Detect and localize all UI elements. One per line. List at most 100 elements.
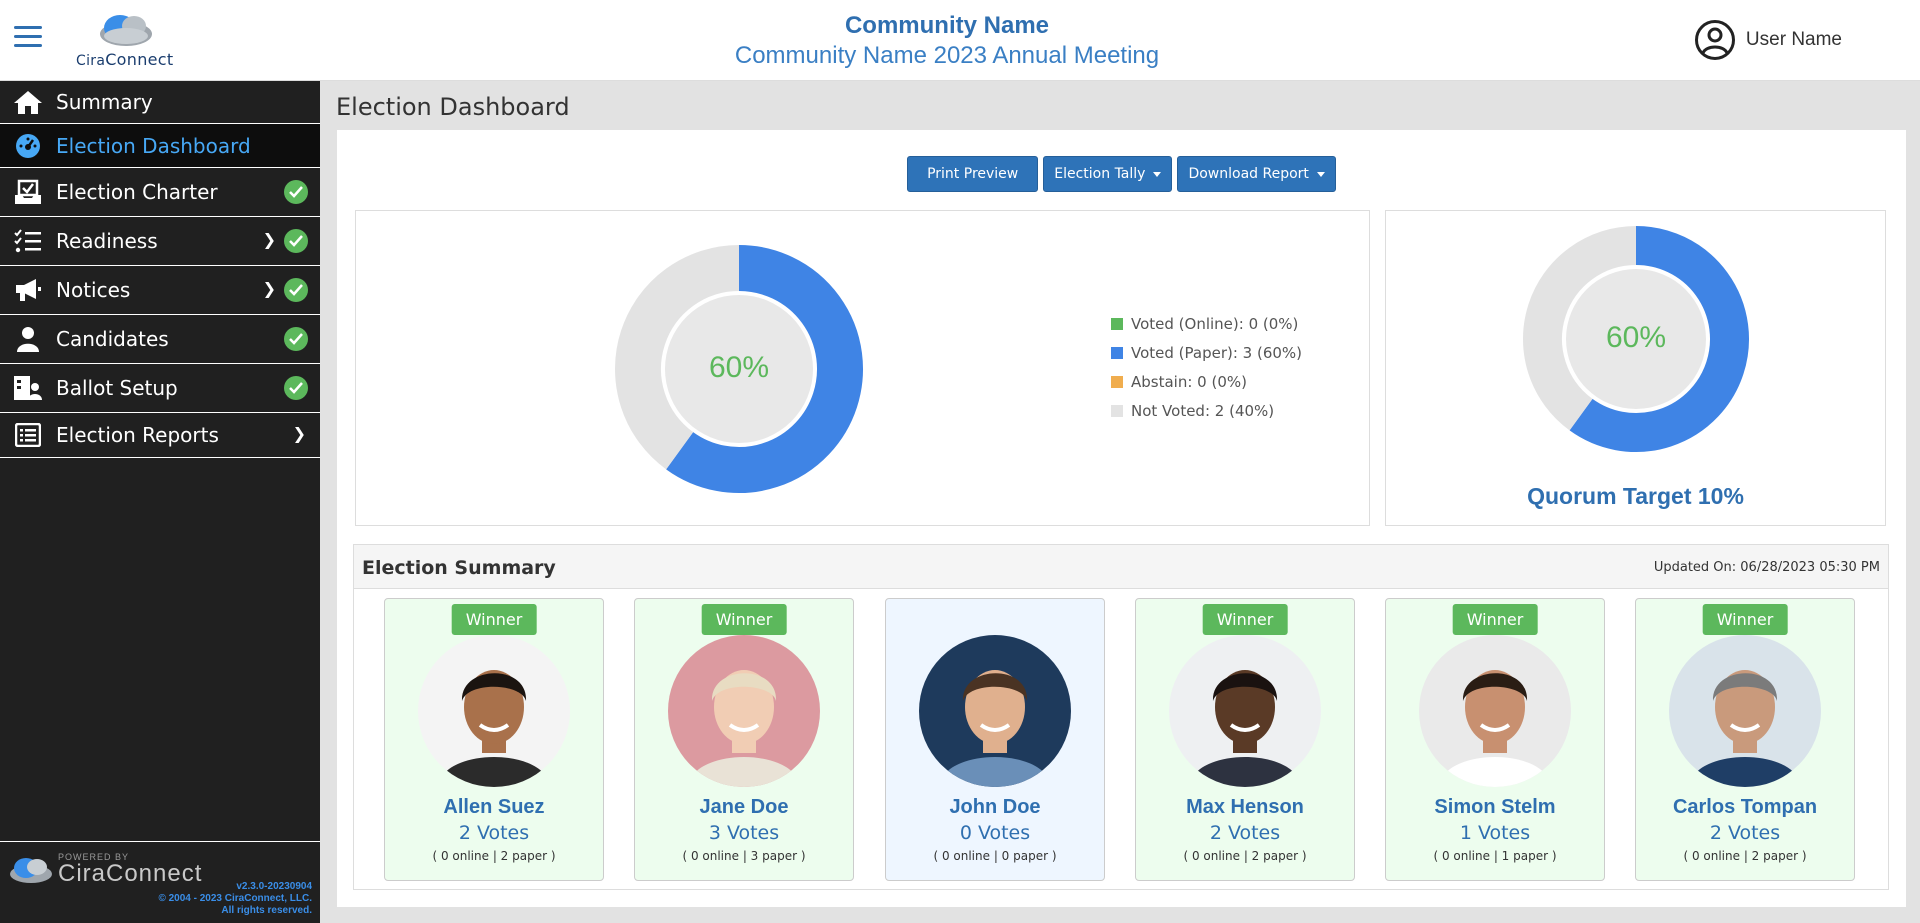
winner-badge: Winner (451, 604, 537, 635)
caret-down-icon (1153, 171, 1162, 177)
candidate-card[interactable]: Winner Allen Suez 2 Votes ( 0 online | 2 pa… (384, 598, 604, 881)
checklist-icon (0, 229, 56, 253)
footer-meta: v2.3.0-20230904 © 2004 - 2023 CiraConnec… (158, 881, 312, 917)
logo-text: CiraConnect (76, 50, 174, 69)
sidebar-item-ballot-setup[interactable]: Ballot Setup (0, 364, 320, 413)
election-tally-dropdown[interactable]: Election Tally (1043, 156, 1173, 192)
legend-swatch (1111, 317, 1123, 330)
community-name: Community Name (844, 12, 1050, 39)
election-summary-header: Election Summary Updated On: 06/28/2023 … (354, 545, 1888, 589)
check-circle-icon (284, 229, 308, 253)
updated-timestamp: Updated On: 06/28/2023 05:30 PM (1653, 560, 1880, 575)
candidate-votes: 2 Votes (1709, 822, 1781, 844)
download-report-dropdown[interactable]: Download Report (1177, 156, 1336, 192)
header-titles: Community Name Community Name 2023 Annua… (0, 12, 1894, 70)
check-circle-icon (284, 327, 308, 351)
candidate-name: Allen Suez (443, 796, 545, 818)
candidate-votes: 2 Votes (458, 822, 530, 844)
legend-label: Voted (Paper): 3 (60%) (1131, 343, 1303, 362)
user-menu[interactable]: User Name (1694, 19, 1842, 61)
candidate-name: Jane Doe (699, 796, 789, 818)
top-header: CiraConnect Community Name Community Nam… (0, 0, 1920, 81)
page-title: Election Dashboard (336, 93, 570, 121)
sidebar-item-candidates[interactable]: Candidates (0, 315, 320, 364)
candidate-votes: 3 Votes (708, 822, 780, 844)
chevron-right-icon: ❯ (262, 232, 276, 249)
winner-badge: Winner (1452, 604, 1538, 635)
legend-item: Not Voted: 2 (40%) (1111, 396, 1302, 425)
powered-by-label: POWERED BY (58, 852, 130, 862)
legend-swatch (1111, 404, 1123, 417)
legend-item: Abstain: 0 (0%) (1111, 367, 1302, 396)
legend-item: Voted (Online): 0 (0%) (1111, 309, 1302, 338)
candidate-name: Simon Stelm (1434, 796, 1556, 818)
chevron-right-icon: ❯ (262, 281, 276, 298)
footer-brand: CiraConnect (58, 860, 203, 887)
candidate-name: Carlos Tompan (1672, 796, 1818, 818)
candidate-vote-breakdown: ( 0 online | 2 paper ) (1683, 849, 1807, 863)
candidate-vote-breakdown: ( 0 online | 2 paper ) (432, 849, 556, 863)
candidate-name: John Doe (949, 796, 1041, 818)
sidebar-item-label: Election Dashboard (56, 133, 251, 158)
candidate-avatar (668, 635, 820, 787)
hamburger-menu-icon[interactable] (14, 26, 42, 50)
participation-donut-chart (615, 245, 863, 493)
sidebar-item-label: Candidates (56, 327, 169, 351)
dashboard-gauge-icon (0, 133, 56, 159)
check-circle-icon (284, 376, 308, 400)
candidate-card[interactable]: John Doe 0 Votes ( 0 online | 0 paper ) (885, 598, 1105, 881)
election-summary-title: Election Summary (362, 557, 556, 579)
sidebar-item-readiness[interactable]: Readiness ❯ (0, 217, 320, 266)
cloud-logo-icon (10, 858, 52, 883)
candidate-card[interactable]: Winner Carlos Tompan 2 Votes ( 0 online | 2… (1635, 598, 1855, 881)
print-preview-button[interactable]: Print Preview (907, 156, 1039, 192)
sidebar-item-election-reports[interactable]: Election Reports ❯ (0, 413, 320, 458)
chevron-right-icon: ❯ (292, 426, 306, 443)
button-label: Print Preview (927, 166, 1019, 182)
button-label: Download Report (1188, 166, 1309, 182)
sidebar-item-summary[interactable]: Summary (0, 81, 320, 124)
candidate-card[interactable]: Winner Max Henson 2 Votes ( 0 online | 2 pa… (1135, 598, 1355, 881)
sidebar-item-label: Election Reports (56, 423, 219, 447)
user-circle-icon (1694, 20, 1735, 60)
inbox-tray-icon (0, 179, 56, 205)
check-circle-icon (284, 278, 308, 302)
winner-badge: Winner (701, 604, 787, 635)
sidebar-item-election-charter[interactable]: Election Charter (0, 168, 320, 217)
candidate-card[interactable]: Winner Jane Doe 3 Votes ( 0 online | 3 pape… (634, 598, 854, 881)
winner-badge: Winner (1702, 604, 1788, 635)
donut-hole (1566, 269, 1706, 409)
candidate-card[interactable]: Winner Simon Stelm 1 Votes ( 0 online | 1 p… (1385, 598, 1605, 881)
sidebar-item-election-dashboard[interactable]: Election Dashboard (0, 124, 320, 168)
megaphone-icon (0, 277, 56, 303)
candidate-votes: 2 Votes (1209, 822, 1281, 844)
check-circle-icon (284, 180, 308, 204)
version-label: v2.3.0-20230904 (236, 881, 312, 892)
copyright-label: © 2004 - 2023 CiraConnect, LLC. (158, 893, 312, 904)
sidebar-item-label: Ballot Setup (56, 376, 178, 400)
ballot-user-icon (0, 375, 56, 401)
candidate-vote-breakdown: ( 0 online | 0 paper ) (933, 849, 1057, 863)
caret-down-icon (1316, 171, 1325, 177)
donut-slice-voted (1569, 226, 1749, 452)
participation-legend: Voted (Online): 0 (0%) Voted (Paper): 3 … (1111, 309, 1302, 425)
candidate-votes: 0 Votes (959, 822, 1031, 844)
candidate-vote-breakdown: ( 0 online | 2 paper ) (1183, 849, 1307, 863)
person-icon (0, 326, 56, 352)
sidebar-item-label: Election Charter (56, 180, 218, 204)
candidate-avatar (1169, 635, 1321, 787)
legend-item: Voted (Paper): 3 (60%) (1111, 338, 1302, 367)
ciraconnect-logo[interactable]: CiraConnect (74, 12, 184, 69)
winner-badge: Winner (1202, 604, 1288, 635)
election-summary-card: Election Summary Updated On: 06/28/2023 … (353, 544, 1889, 890)
sidebar-item-notices[interactable]: Notices ❯ (0, 266, 320, 315)
rights-label: All rights reserved. (221, 905, 312, 916)
quorum-donut-chart (1523, 226, 1749, 452)
donut-hole (665, 295, 813, 443)
candidate-name: Max Henson (1186, 796, 1304, 818)
legend-swatch (1111, 346, 1123, 359)
candidate-avatar (418, 635, 570, 787)
user-name: User Name (1745, 29, 1842, 50)
participation-chart-card: 60% Voted (Online): 0 (0%) Voted (Paper)… (355, 210, 1370, 526)
candidate-vote-breakdown: ( 0 online | 3 paper ) (682, 849, 806, 863)
